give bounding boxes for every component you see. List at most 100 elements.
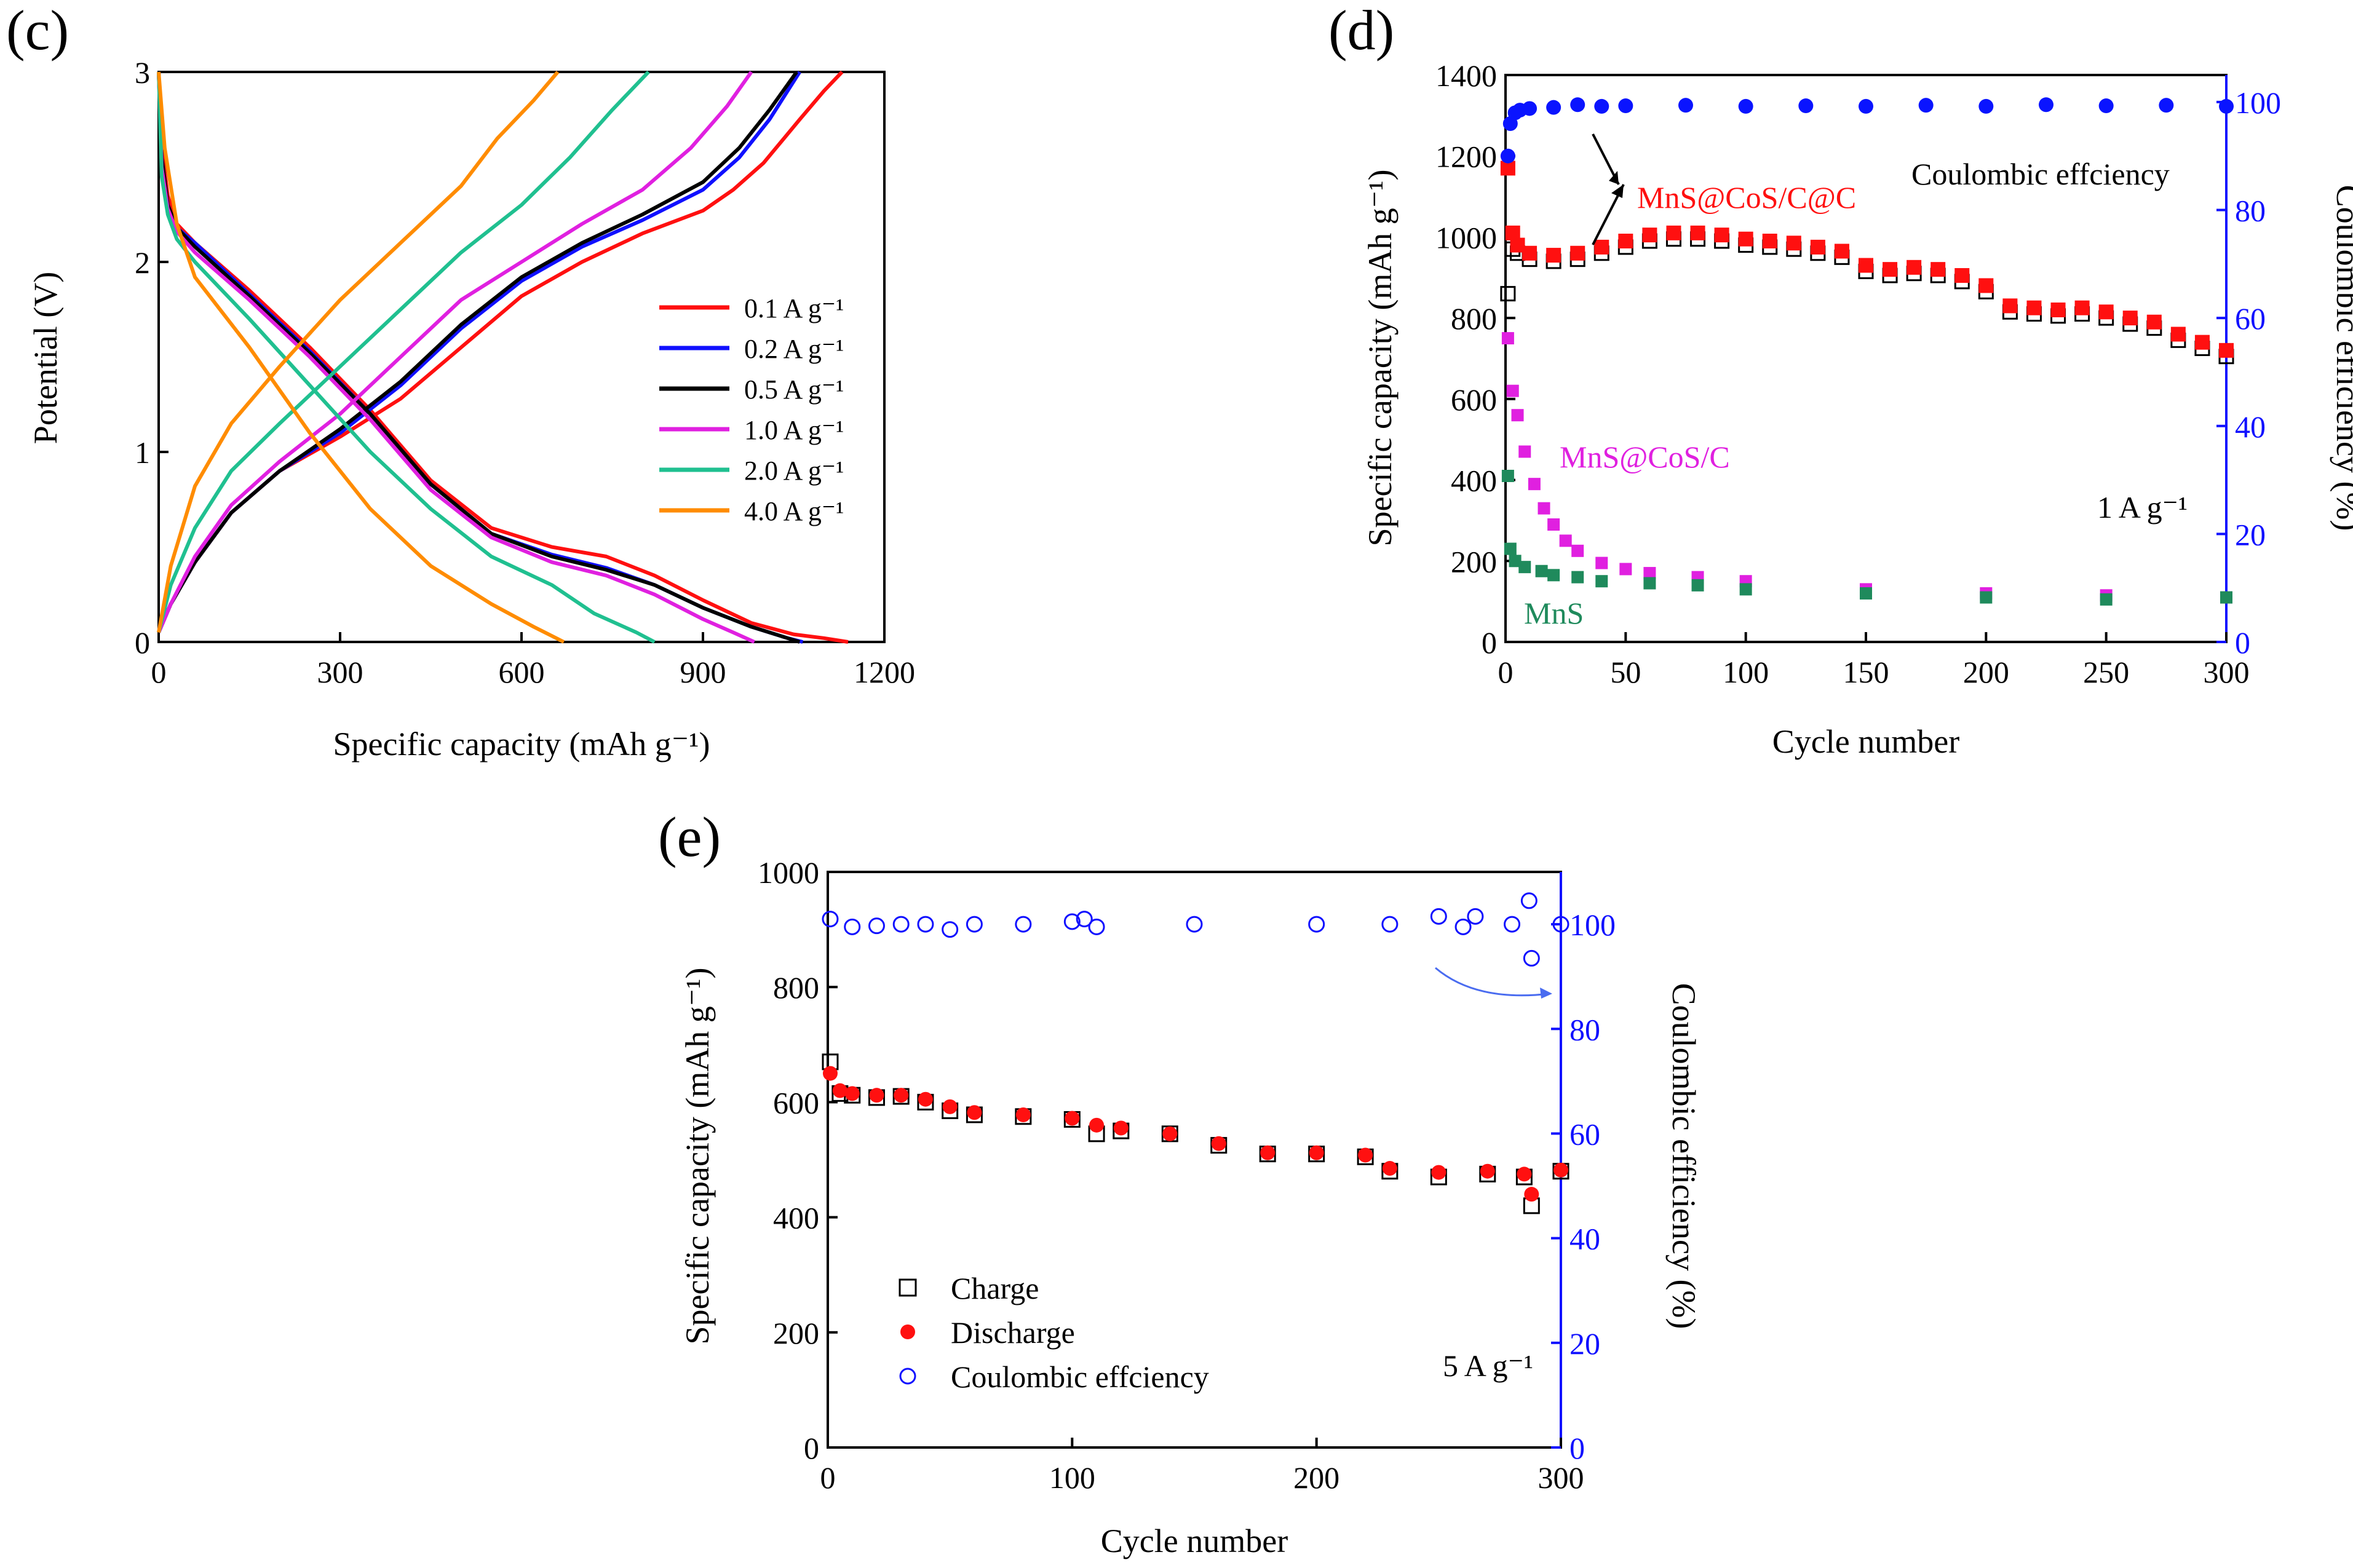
- point-discharge-d: [1762, 234, 1777, 249]
- x-tick-label-d: 250: [2083, 655, 2129, 689]
- point-ce-d: [1978, 98, 1994, 114]
- point-green_dark-d: [1571, 571, 1584, 584]
- point-discharge-e: [844, 1086, 860, 1101]
- y-tick-label-e: 200: [773, 1316, 819, 1350]
- series-group-d: [1500, 97, 2234, 606]
- point-ce-e: [1308, 916, 1325, 933]
- point-ce-e: [1063, 913, 1081, 930]
- point-discharge-d: [1834, 244, 1849, 259]
- point-discharge-d: [1522, 245, 1538, 261]
- point-ce-d: [1678, 98, 1693, 113]
- curve-discharge-3: [157, 71, 755, 644]
- y-axis-label-right-d: Coulombic efficiency (%): [2330, 185, 2353, 531]
- point-discharge-e: [1382, 1161, 1397, 1176]
- point-ce-d: [1594, 98, 1609, 114]
- point-magenta-d: [1595, 556, 1608, 569]
- legend-label-c-0: 0.1 A g⁻¹: [744, 293, 844, 323]
- point-ce-e: [1523, 949, 1540, 967]
- point-discharge-e: [1015, 1107, 1031, 1122]
- point-ce-e: [917, 916, 934, 933]
- point-discharge-e: [1113, 1120, 1129, 1136]
- x-tick-label-d: 300: [2204, 655, 2250, 689]
- x-tick-label-c: 1200: [854, 655, 915, 689]
- point-discharge-e: [1553, 1162, 1568, 1178]
- point-ce-d: [1859, 98, 1873, 114]
- x-tick-label-d: 50: [1610, 655, 1641, 689]
- point-magenta-d: [1538, 502, 1550, 515]
- point-discharge-d: [1738, 231, 1753, 247]
- y-right-tick-label-d: 40: [2235, 410, 2266, 444]
- y-tick-label-d: 400: [1451, 464, 1497, 498]
- point-discharge-d: [1570, 245, 1585, 261]
- y-axis-label-right-e: Coulombic efficiency (%): [1665, 983, 1702, 1329]
- curve-charge-5: [157, 71, 560, 633]
- y-right-tick-label-e: 20: [1569, 1326, 1600, 1361]
- point-discharge-e: [869, 1088, 884, 1103]
- legend-marker-ce: [899, 1368, 916, 1385]
- point-ce-d: [1546, 100, 1561, 115]
- point-ce-d: [1918, 98, 1934, 113]
- x-tick-label-e: 300: [1538, 1460, 1584, 1495]
- point-discharge-e: [1309, 1145, 1324, 1160]
- point-magenta-d: [1547, 518, 1560, 531]
- x-axis-label-e: Cycle number: [1101, 1522, 1288, 1559]
- legend-label-c-3: 1.0 A g⁻¹: [744, 415, 844, 445]
- point-discharge-d: [2219, 343, 2234, 358]
- point-green_dark-d: [1535, 564, 1548, 577]
- point-discharge-d: [2026, 300, 2042, 315]
- legend-label-e-0: Charge: [951, 1271, 1039, 1305]
- point-discharge-d: [2098, 304, 2114, 320]
- point-discharge-e: [1517, 1166, 1532, 1182]
- point-ce-e: [1076, 911, 1093, 928]
- point-magenta-d: [1528, 478, 1541, 491]
- point-ce-d: [2219, 98, 2234, 114]
- point-discharge-d: [2122, 311, 2138, 326]
- point-ce-d: [2159, 98, 2174, 113]
- point-ce-e: [1430, 908, 1447, 925]
- point-discharge-e: [894, 1088, 909, 1103]
- y-right-tick-label-e: 100: [1569, 908, 1616, 942]
- annotation-mns: MnS: [1524, 596, 1584, 630]
- point-discharge-e: [1358, 1147, 1373, 1163]
- legend-label-e-2: Coulombic effciency: [951, 1360, 1209, 1394]
- point-green_dark-d: [2100, 593, 2113, 606]
- x-tick-label-c: 300: [317, 655, 363, 689]
- axis-ticks-d: 0 50 100 150 200 250 3000200400600800100012001…: [1435, 58, 2281, 689]
- panel-d: (d) 0 50 100 150 200 250 300020040060080010001…: [1328, 0, 2353, 760]
- legend-marker-charge: [899, 1278, 917, 1297]
- point-discharge-e: [918, 1091, 933, 1107]
- point-magenta-d: [1518, 445, 1531, 458]
- x-tick-label-d: 200: [1963, 655, 2009, 689]
- point-discharge-d: [1714, 228, 1729, 243]
- x-tick-label-d: 0: [1498, 655, 1514, 689]
- point-green_dark-d: [2220, 591, 2232, 604]
- point-discharge-e: [1480, 1163, 1495, 1179]
- point-magenta-d: [1506, 384, 1519, 397]
- series-group-e: [822, 892, 1569, 1214]
- y-tick-label-d: 600: [1451, 382, 1497, 417]
- point-discharge-d: [2146, 314, 2162, 330]
- legend-marker-discharge: [900, 1324, 915, 1339]
- y-tick-label-c: 3: [135, 55, 150, 90]
- point-green_dark-d: [1691, 579, 1704, 592]
- point-discharge-d: [1546, 248, 1561, 263]
- y-right-tick-label-d: 60: [2235, 301, 2266, 336]
- point-green_dark-d: [1595, 575, 1608, 588]
- y-right-tick-label-e: 0: [1569, 1431, 1585, 1465]
- point-ce-e: [868, 917, 885, 935]
- curve-discharge-4: [157, 71, 656, 644]
- point-magenta-d: [1571, 544, 1584, 557]
- point-ce-d: [1500, 148, 1515, 164]
- annotation-mns-cos-c: MnS@CoS/C: [1560, 440, 1730, 474]
- point-ce-d: [1738, 98, 1753, 114]
- point-ce-e: [1504, 916, 1521, 933]
- point-green_dark-d: [1504, 542, 1517, 555]
- legend-label-c-4: 2.0 A g⁻¹: [744, 456, 844, 486]
- point-discharge-d: [2074, 300, 2090, 315]
- point-ce-e: [942, 921, 959, 938]
- point-discharge-d: [1642, 228, 1657, 243]
- point-green_dark-d: [1547, 569, 1560, 582]
- point-discharge-e: [822, 1066, 838, 1081]
